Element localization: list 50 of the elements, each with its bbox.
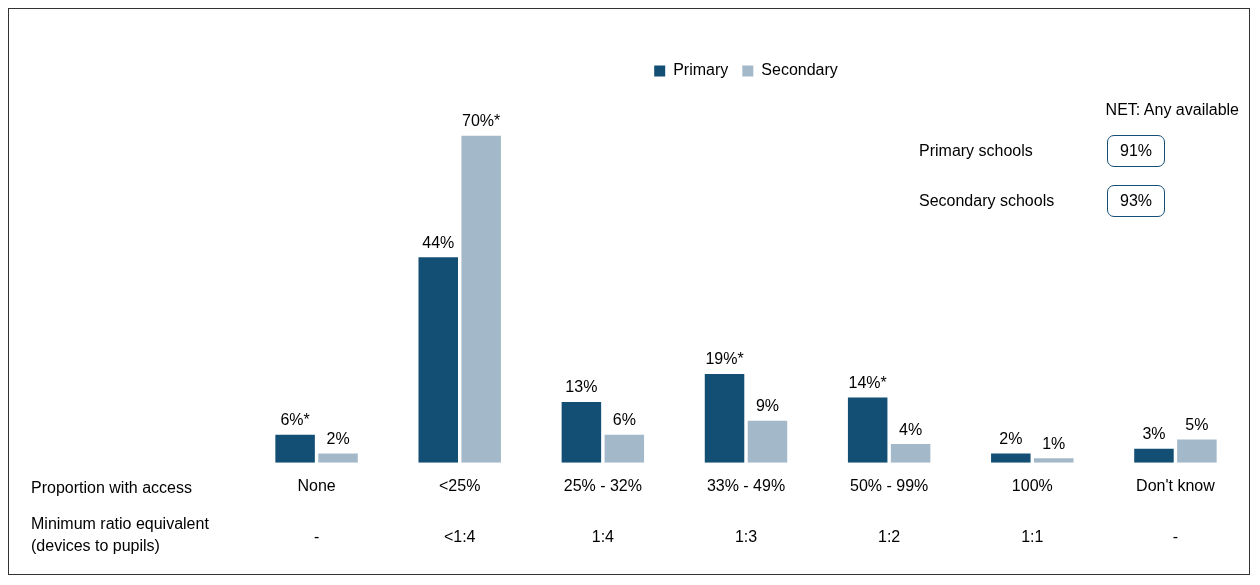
bar [704, 374, 745, 463]
data-label: 19%* [705, 350, 744, 368]
data-label: 3% [1142, 425, 1166, 443]
text: Proportion with access [31, 478, 193, 498]
bar [461, 135, 501, 463]
data-label: 14%* [848, 373, 887, 391]
text: - [1172, 528, 1179, 546]
bar [418, 257, 458, 463]
bar [1177, 439, 1217, 463]
bar [318, 453, 358, 463]
bar [847, 397, 888, 463]
data-label: 1% [1042, 434, 1066, 452]
text: 1:2 [878, 528, 901, 546]
data-label: 2% [999, 429, 1023, 447]
data-label: 70%* [462, 112, 501, 130]
data-label: 6% [612, 411, 636, 429]
bar [275, 434, 315, 463]
text: 1:3 [734, 528, 758, 546]
data-label: 13% [565, 378, 598, 396]
bar [890, 444, 931, 463]
category-label: Secondary schools [918, 192, 1056, 210]
x-tick-label: 50% - 99% [850, 476, 929, 494]
text: - [313, 528, 320, 546]
x-tick-label: 100% [1011, 476, 1053, 494]
data-label: 5% [1185, 415, 1209, 433]
data-label: 4% [899, 420, 923, 438]
text: 1:1 [1021, 528, 1044, 546]
data-label: 6%* [280, 411, 310, 429]
category-label: Primary schools [918, 142, 1034, 160]
x-tick-label: Don't know [1136, 476, 1216, 494]
legend-label: Secondary [761, 61, 838, 79]
text: 93% [1120, 192, 1153, 209]
bar [1134, 448, 1174, 463]
text: 1:4 [591, 528, 615, 546]
legend-label: Primary [673, 61, 729, 79]
text: 91% [1120, 142, 1153, 159]
bar [604, 434, 645, 463]
x-tick-label: None [297, 476, 336, 494]
x-tick-label: 33% - 49% [706, 476, 786, 494]
bar [561, 402, 602, 463]
data-label: 2% [326, 429, 350, 447]
x-tick-label: <25% [439, 476, 481, 494]
data-label: 9% [755, 397, 780, 415]
x-tick-label: 25% - 32% [563, 476, 642, 494]
data-label: 44% [422, 233, 455, 251]
text: Minimum ratio equivalent (devices to pupils) [31, 514, 210, 556]
text: <1:4 [443, 528, 476, 546]
bar [747, 420, 788, 463]
bar [991, 453, 1031, 463]
text: NET: Any available [1104, 101, 1239, 119]
